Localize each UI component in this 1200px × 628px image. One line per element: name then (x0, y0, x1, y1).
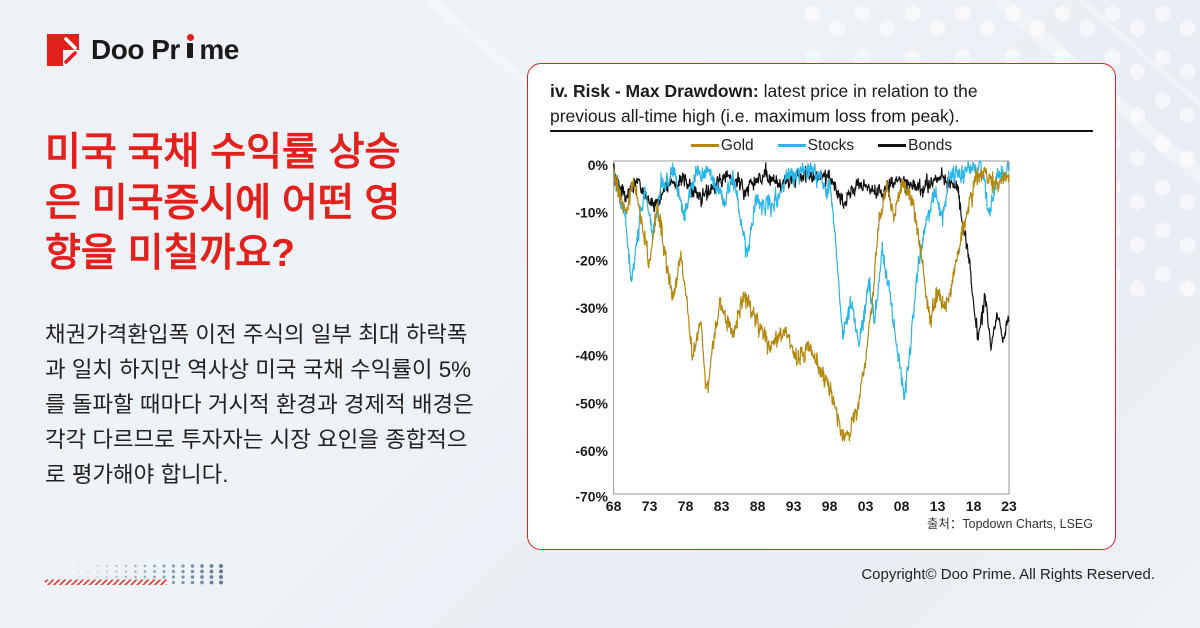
svg-text:98: 98 (822, 498, 838, 514)
svg-text:23: 23 (1001, 498, 1017, 514)
svg-text:68: 68 (606, 498, 622, 514)
svg-text:78: 78 (678, 498, 694, 514)
svg-text:-60%: -60% (575, 443, 608, 459)
svg-text:-70%: -70% (575, 488, 608, 504)
svg-text:-30%: -30% (575, 300, 608, 316)
svg-text:93: 93 (786, 498, 802, 514)
svg-text:0%: 0% (588, 157, 609, 173)
svg-text:-40%: -40% (575, 347, 608, 363)
svg-text:88: 88 (750, 498, 766, 514)
svg-text:-10%: -10% (575, 204, 608, 220)
svg-text:83: 83 (714, 498, 730, 514)
svg-text:03: 03 (858, 498, 874, 514)
svg-text:13: 13 (930, 498, 946, 514)
svg-text:-50%: -50% (575, 395, 608, 411)
svg-text:18: 18 (966, 498, 982, 514)
svg-text:73: 73 (642, 498, 658, 514)
svg-text:08: 08 (894, 498, 910, 514)
svg-text:-20%: -20% (575, 252, 608, 268)
